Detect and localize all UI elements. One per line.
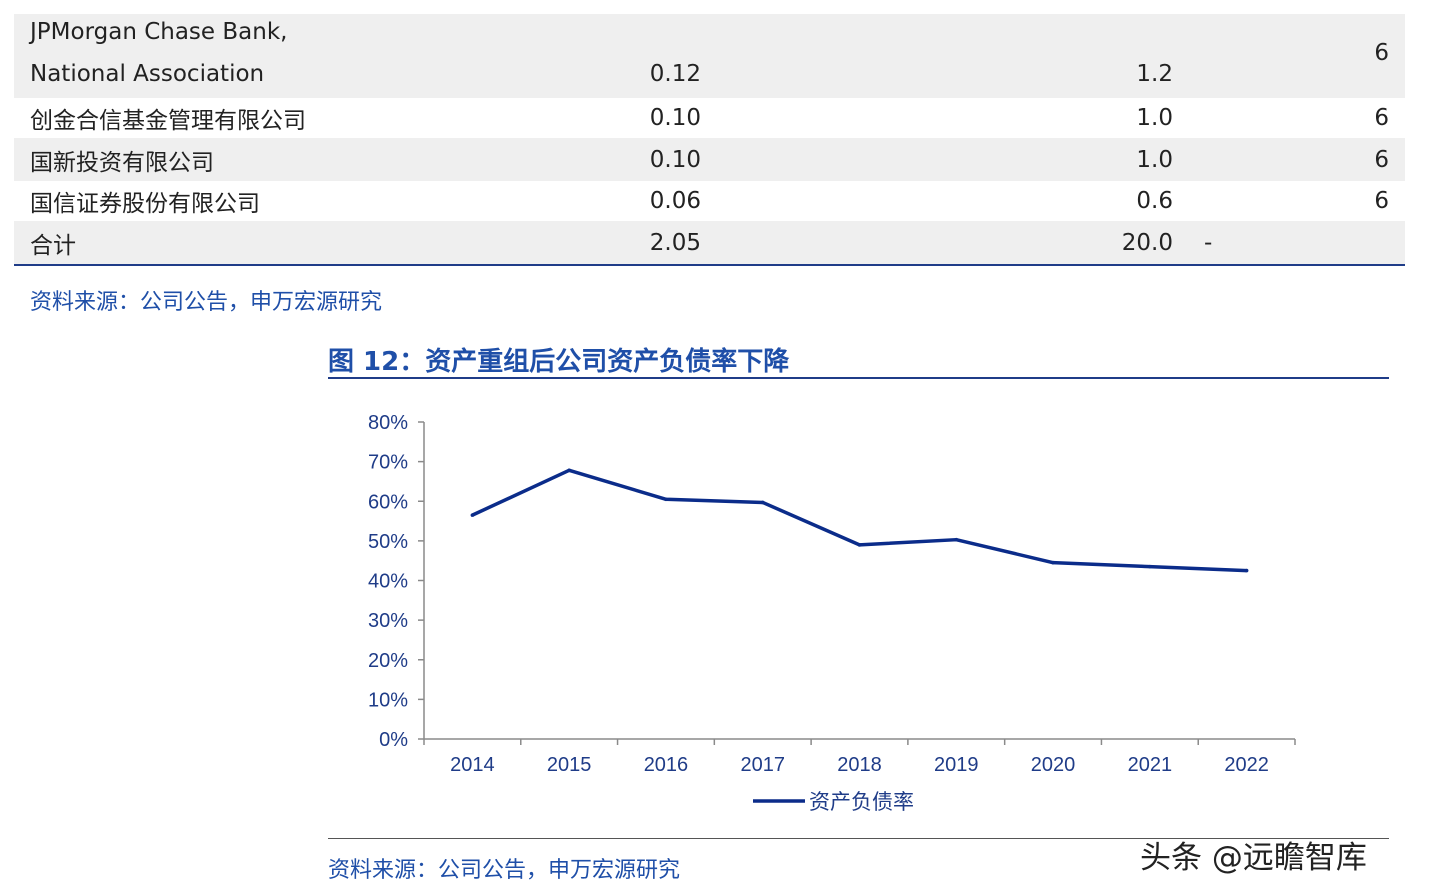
row-value-2: 0.6 xyxy=(1136,188,1173,214)
x-tick-label: 2015 xyxy=(547,754,592,776)
table-row: JPMorgan Chase Bank, National Associatio… xyxy=(14,14,1405,98)
x-tick-label: 2018 xyxy=(837,754,882,776)
y-tick-label: 10% xyxy=(368,689,408,711)
table-row: 国信证券股份有限公司 0.06 0.6 6 xyxy=(14,181,1405,221)
y-tick-label: 30% xyxy=(368,610,408,632)
x-tick-label: 2022 xyxy=(1224,754,1269,776)
row-name-line2: National Association xyxy=(30,61,265,87)
watermark: 头条 @远瞻智库 xyxy=(1140,840,1367,876)
legend-label: 资产负债率 xyxy=(809,791,914,814)
data-point xyxy=(857,543,862,547)
data-point xyxy=(567,468,571,473)
data-point xyxy=(470,513,475,517)
source-note-top: 资料来源：公司公告，申万宏源研究 xyxy=(30,290,383,315)
row-name: 合计 xyxy=(30,232,76,259)
data-point xyxy=(760,500,765,505)
row-value-1: 2.05 xyxy=(649,229,701,256)
row-name: 国新投资有限公司 xyxy=(30,149,214,176)
row-value-3: 6 xyxy=(1374,40,1389,66)
figure-title: 图 12：资产重组后公司资产负债率下降 xyxy=(328,347,790,377)
y-tick-label: 50% xyxy=(368,531,408,553)
x-tick-label: 2021 xyxy=(1128,754,1173,776)
row-value-3: 6 xyxy=(1374,188,1389,214)
x-tick-label: 2017 xyxy=(740,754,785,776)
row-value-1: 0.12 xyxy=(649,61,701,87)
row-value-3: 6 xyxy=(1374,146,1389,173)
row-value-1: 0.06 xyxy=(649,188,701,214)
table-row: 创金合信基金管理有限公司 0.10 1.0 6 xyxy=(14,98,1405,138)
data-point xyxy=(664,497,668,502)
table-row-total: 合计 2.05 20.0 - xyxy=(14,221,1405,264)
table-row: 国新投资有限公司 0.10 1.0 6 xyxy=(14,138,1405,181)
y-tick-label: 40% xyxy=(368,571,408,593)
row-value-3: 6 xyxy=(1374,105,1389,131)
row-dash: - xyxy=(1204,229,1213,256)
row-value-2: 1.2 xyxy=(1136,61,1173,87)
row-value-1: 0.10 xyxy=(649,146,701,173)
shareholder-table: JPMorgan Chase Bank, National Associatio… xyxy=(14,14,1405,264)
x-tick-label: 2020 xyxy=(1031,754,1076,776)
data-point xyxy=(1148,564,1152,569)
x-tick-label: 2014 xyxy=(450,754,495,776)
row-name: 国信证券股份有限公司 xyxy=(30,191,260,217)
x-tick-label: 2016 xyxy=(644,754,689,776)
y-tick-label: 80% xyxy=(368,412,408,434)
figure-title-rule xyxy=(328,377,1389,379)
row-value-2: 1.0 xyxy=(1136,146,1173,173)
data-point xyxy=(1244,568,1249,573)
y-tick-label: 20% xyxy=(368,650,408,672)
chart-svg: 0% 10% 20% 30% 40% 50% 60% 70% 80% 2014 2015 2016 20… xyxy=(368,412,1296,814)
row-value-2: 20.0 xyxy=(1121,229,1173,256)
series-line xyxy=(471,468,1247,573)
figure-bottom-rule xyxy=(328,838,1389,839)
y-tick-label: 0% xyxy=(379,729,408,751)
x-tick-label: 2019 xyxy=(934,754,979,776)
row-name: 创金合信基金管理有限公司 xyxy=(30,108,306,134)
y-tick-label: 60% xyxy=(368,491,408,513)
line-chart: 0% 10% 20% 30% 40% 50% 60% 70% 80% 2014 2015 2016 20… xyxy=(328,405,1328,830)
row-name-line1: JPMorgan Chase Bank, xyxy=(30,19,288,45)
row-value-2: 1.0 xyxy=(1136,105,1173,131)
y-tick-label: 70% xyxy=(368,452,408,474)
data-point xyxy=(1051,560,1055,565)
data-point xyxy=(954,537,959,542)
row-value-1: 0.10 xyxy=(649,105,701,131)
table-bottom-rule xyxy=(14,264,1405,266)
source-note-bottom: 资料来源：公司公告，申万宏源研究 xyxy=(328,858,681,883)
